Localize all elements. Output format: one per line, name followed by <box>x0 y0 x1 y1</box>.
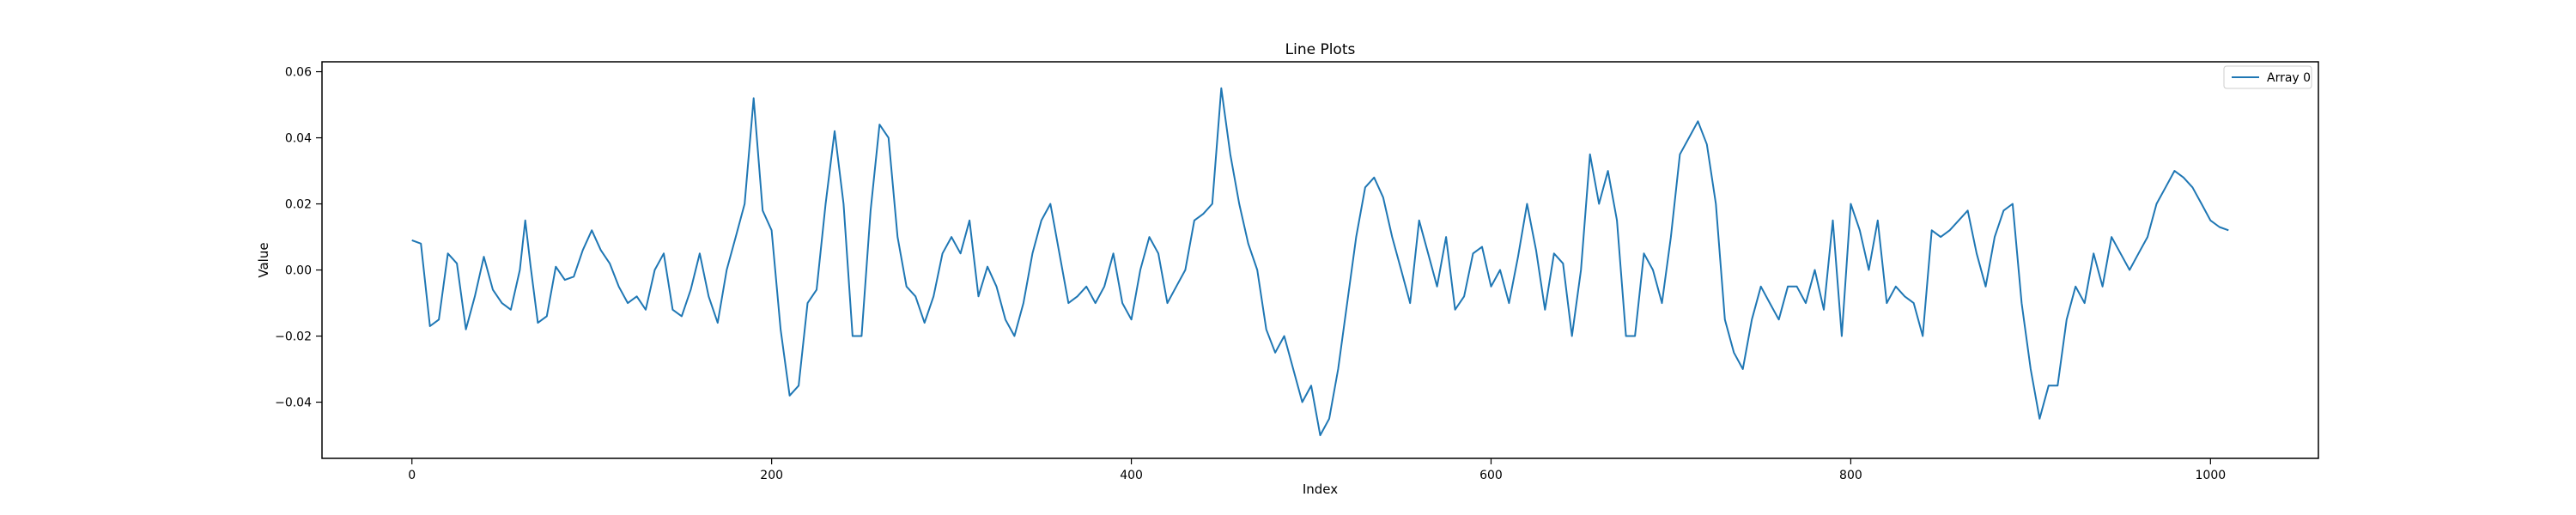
legend-label: Array 0 <box>2267 71 2311 85</box>
y-tick-label: 0.00 <box>285 264 312 278</box>
y-tick-label: −0.02 <box>275 330 312 344</box>
series-line-array-0 <box>411 87 2229 437</box>
plot-area <box>322 62 2318 458</box>
x-tick-label: 400 <box>1120 469 1143 482</box>
y-tick-label: 0.02 <box>285 198 312 212</box>
x-tick-label: 200 <box>760 469 783 482</box>
legend: Array 0 <box>2223 65 2312 89</box>
x-tick-label: 0 <box>408 469 416 482</box>
x-axis-ticks: 0 200 400 600 800 1000 <box>408 458 2226 482</box>
x-tick-label: 1000 <box>2196 469 2227 482</box>
plot-frame <box>321 61 2319 459</box>
y-axis-label: Value <box>256 242 271 277</box>
x-tick-label: 800 <box>1839 469 1862 482</box>
y-axis-ticks: −0.04 −0.02 0.00 0.02 0.04 0.06 <box>275 66 322 410</box>
chart-title: Line Plots <box>1285 41 1356 58</box>
legend-box <box>2223 65 2312 89</box>
x-axis-label: Index <box>1303 482 1338 497</box>
y-tick-label: 0.04 <box>285 132 312 146</box>
y-tick-label: 0.06 <box>285 66 312 80</box>
x-tick-label: 600 <box>1479 469 1503 482</box>
y-tick-label: −0.04 <box>275 397 312 410</box>
